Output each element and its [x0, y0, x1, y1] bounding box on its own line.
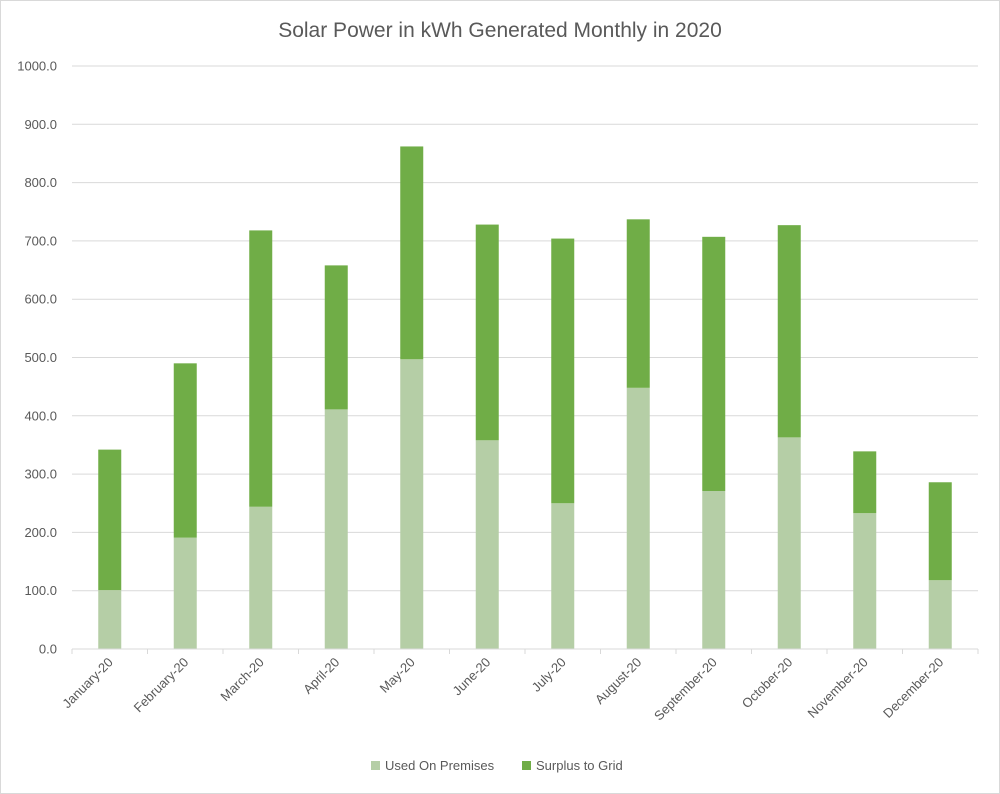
y-tick-label: 600.0	[24, 292, 57, 307]
x-tick-label: May-20	[377, 655, 418, 696]
bar-surplus-to-grid	[475, 224, 499, 441]
bars	[98, 146, 952, 649]
bar-used-on-premises	[173, 537, 197, 649]
x-tick-label: October-20	[739, 655, 796, 712]
bar-used-on-premises	[551, 503, 575, 649]
chart-title: Solar Power in kWh Generated Monthly in …	[278, 19, 722, 42]
bar-surplus-to-grid	[777, 225, 801, 438]
x-axis: January-20 February-20 March-20 April-20 May…	[59, 648, 979, 724]
bar-surplus-to-grid	[249, 230, 273, 507]
y-tick-label: 400.0	[24, 408, 57, 423]
x-tick-label: June-20	[450, 655, 494, 699]
x-tick-label: April-20	[300, 655, 342, 697]
bar-surplus-to-grid	[400, 146, 424, 360]
bar-surplus-to-grid	[98, 449, 122, 591]
bar-used-on-premises	[98, 590, 122, 649]
bar-surplus-to-grid	[702, 236, 726, 492]
bar-surplus-to-grid	[853, 451, 877, 514]
bar-used-on-premises	[324, 409, 348, 649]
y-axis: 0.0 100.0 200.0 300.0 400.0 500.0 600.0 700.0 80…	[17, 59, 57, 657]
bar-surplus-to-grid	[928, 482, 952, 581]
x-tick-label: November-20	[805, 655, 871, 721]
x-tick-label: February-20	[131, 655, 192, 716]
x-tick-label: March-20	[217, 655, 266, 704]
legend-swatch	[371, 761, 380, 770]
bar-used-on-premises	[400, 359, 424, 649]
x-tick-label: September-20	[651, 655, 720, 724]
bar-surplus-to-grid	[173, 363, 197, 538]
legend-label: Surplus to Grid	[536, 758, 623, 773]
y-tick-label: 300.0	[24, 467, 57, 482]
bar-surplus-to-grid	[324, 265, 348, 410]
legend-swatch	[522, 761, 531, 770]
bar-used-on-premises	[702, 491, 726, 649]
bar-used-on-premises	[777, 437, 801, 649]
gridlines	[72, 65, 978, 592]
y-tick-label: 900.0	[24, 117, 57, 132]
x-tick-label: August-20	[592, 655, 645, 708]
legend-label: Used On Premises	[385, 758, 495, 773]
bar-used-on-premises	[249, 506, 273, 649]
x-tick-label: January-20	[59, 655, 116, 712]
bar-surplus-to-grid	[626, 219, 650, 388]
bar-used-on-premises	[626, 387, 650, 649]
x-tick-label: December-20	[880, 655, 946, 721]
y-tick-label: 200.0	[24, 525, 57, 540]
y-tick-label: 800.0	[24, 175, 57, 190]
bar-used-on-premises	[928, 580, 952, 649]
y-tick-label: 1000.0	[17, 59, 57, 74]
x-tick-label: July-20	[529, 655, 569, 695]
y-tick-label: 700.0	[24, 233, 57, 248]
y-tick-label: 100.0	[24, 583, 57, 598]
bar-used-on-premises	[475, 440, 499, 649]
y-tick-label: 500.0	[24, 350, 57, 365]
legend: Used On Premises Surplus to Grid	[371, 758, 623, 773]
bar-surplus-to-grid	[551, 238, 575, 504]
bar-used-on-premises	[853, 513, 877, 649]
y-tick-label: 0.0	[39, 642, 57, 657]
